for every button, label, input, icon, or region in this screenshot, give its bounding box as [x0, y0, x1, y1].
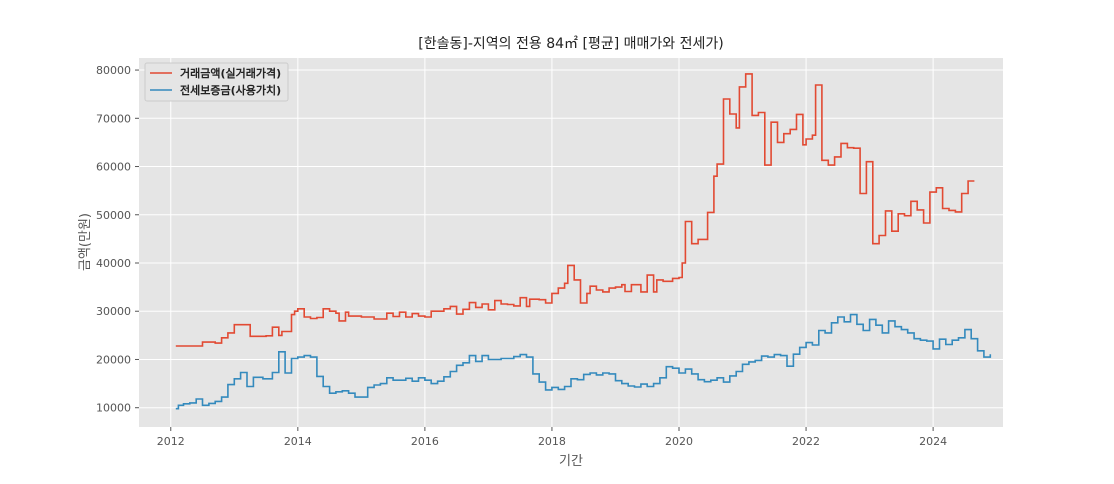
x-tick-label: 2012 — [157, 435, 185, 448]
grid-lines — [139, 58, 1003, 427]
x-tick-label: 2018 — [538, 435, 566, 448]
series-line-jeonse-deposit — [175, 313, 992, 410]
y-tick-label: 10000 — [96, 402, 131, 415]
y-tick-label: 80000 — [96, 64, 131, 77]
y-tick-label: 50000 — [96, 209, 131, 222]
legend-box — [144, 62, 289, 102]
y-tick-label: 70000 — [96, 112, 131, 125]
y-tick-label: 40000 — [96, 257, 131, 270]
y-tick-label: 30000 — [96, 305, 131, 318]
series-layer — [175, 73, 992, 410]
chart-title: [한솔동]-지역의 전용 84㎡ [평균] 매매가와 전세가) — [418, 36, 723, 52]
x-tick-label: 2014 — [284, 435, 312, 448]
legend-label-jeonse: 전세보증금(사용가치) — [180, 83, 281, 97]
y-axis-title: 금액(만원) — [78, 213, 93, 271]
x-tick-label: 2016 — [411, 435, 439, 448]
legend: 거래금액(실거래가격) 전세보증금(사용가치) — [144, 62, 289, 102]
series-line-sale-price — [175, 73, 975, 347]
x-axis-title: 기간 — [559, 454, 583, 469]
x-tick-label: 2020 — [665, 435, 693, 448]
y-tick-label: 20000 — [96, 353, 131, 366]
x-tick-label: 2022 — [792, 435, 820, 448]
x-tick-label: 2024 — [919, 435, 947, 448]
plot-area — [139, 58, 1003, 427]
y-axis-ticks: 10000 20000 30000 40000 50000 60000 70000 80000 — [96, 64, 139, 415]
legend-label-sale: 거래금액(실거래가격) — [180, 66, 281, 80]
y-tick-label: 60000 — [96, 161, 131, 174]
x-axis-ticks: 2012 2014 2016 2018 2020 2022 2024 — [157, 427, 947, 448]
